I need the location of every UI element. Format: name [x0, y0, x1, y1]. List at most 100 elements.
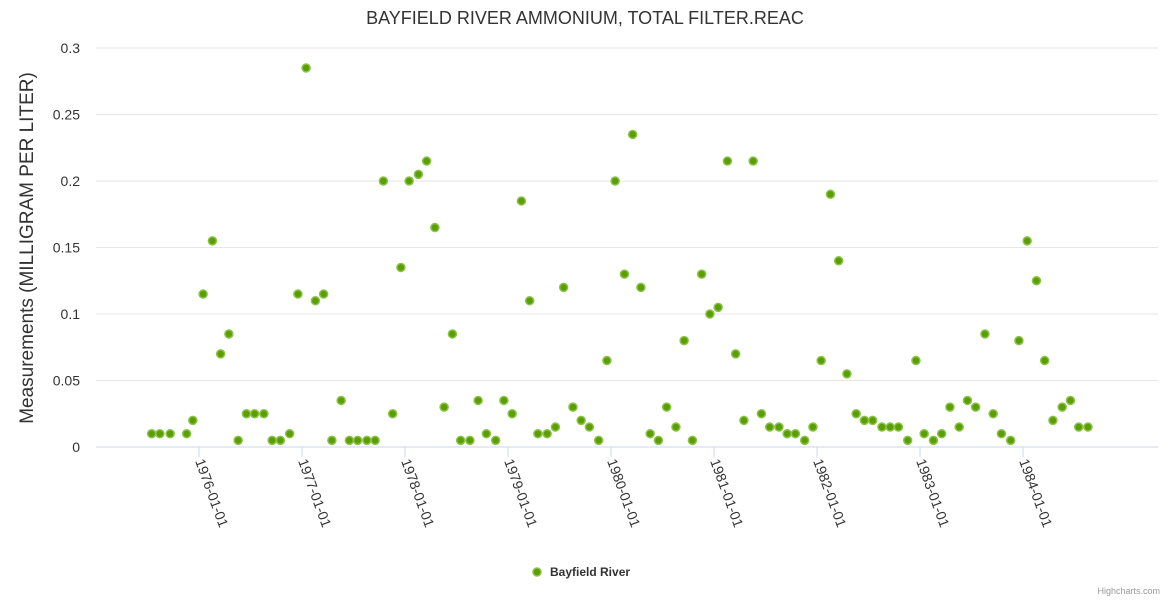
data-point[interactable]	[696, 269, 707, 279]
data-point[interactable]	[370, 435, 380, 446]
data-point[interactable]	[155, 428, 165, 439]
data-point[interactable]	[1014, 335, 1024, 346]
data-point[interactable]	[713, 302, 723, 313]
data-point[interactable]	[533, 428, 543, 439]
data-point[interactable]	[867, 415, 878, 426]
data-point[interactable]	[790, 428, 801, 439]
data-point[interactable]	[241, 409, 252, 419]
data-point[interactable]	[1005, 435, 1016, 446]
data-point[interactable]	[378, 176, 389, 186]
data-point[interactable]	[911, 355, 921, 366]
data-point[interactable]	[181, 428, 192, 439]
data-point[interactable]	[954, 422, 964, 432]
data-point[interactable]	[404, 176, 414, 186]
data-point[interactable]	[387, 409, 398, 419]
data-point[interactable]	[224, 329, 234, 339]
data-point[interactable]	[627, 129, 638, 140]
data-point[interactable]	[1083, 422, 1093, 432]
legend-item-label[interactable]: Bayfield River	[550, 565, 630, 579]
data-point[interactable]	[550, 422, 561, 432]
data-point[interactable]	[165, 428, 175, 439]
data-point[interactable]	[988, 409, 998, 419]
data-point[interactable]	[490, 435, 501, 446]
data-point[interactable]	[524, 295, 535, 306]
data-point[interactable]	[284, 428, 295, 439]
data-point[interactable]	[1057, 402, 1067, 412]
data-point[interactable]	[679, 335, 689, 346]
data-point[interactable]	[362, 435, 372, 446]
data-point[interactable]	[233, 435, 243, 446]
data-point[interactable]	[799, 435, 810, 446]
data-point[interactable]	[748, 156, 758, 166]
data-point[interactable]	[301, 63, 311, 73]
data-point[interactable]	[275, 435, 286, 446]
data-point[interactable]	[833, 256, 844, 266]
data-point[interactable]	[919, 428, 929, 439]
data-point[interactable]	[188, 415, 198, 426]
data-point[interactable]	[593, 435, 604, 446]
data-point[interactable]	[774, 422, 784, 432]
data-point[interactable]	[842, 369, 852, 379]
data-point[interactable]	[764, 422, 775, 432]
data-point[interactable]	[198, 289, 208, 299]
data-point[interactable]	[730, 349, 741, 359]
legend[interactable]: Bayfield River	[532, 565, 630, 579]
data-point[interactable]	[877, 422, 887, 432]
credits-link[interactable]: Highcharts.com	[1097, 586, 1160, 596]
data-point[interactable]	[859, 415, 870, 426]
data-point[interactable]	[576, 415, 586, 426]
data-point[interactable]	[1022, 236, 1032, 246]
data-point[interactable]	[619, 269, 630, 279]
data-point[interactable]	[215, 349, 226, 359]
data-point[interactable]	[970, 402, 981, 412]
data-point[interactable]	[996, 428, 1007, 439]
data-point[interactable]	[447, 329, 458, 339]
data-point[interactable]	[825, 189, 836, 200]
data-point[interactable]	[756, 409, 767, 419]
data-point[interactable]	[722, 156, 733, 166]
data-point[interactable]	[671, 422, 681, 432]
data-point[interactable]	[610, 176, 620, 186]
data-point[interactable]	[1065, 395, 1076, 406]
data-point[interactable]	[808, 422, 818, 432]
data-point[interactable]	[568, 402, 578, 412]
data-point[interactable]	[893, 422, 904, 432]
data-point[interactable]	[584, 422, 595, 432]
data-point[interactable]	[259, 409, 269, 419]
data-point[interactable]	[687, 435, 698, 446]
data-point[interactable]	[344, 435, 355, 446]
data-point[interactable]	[936, 428, 947, 439]
data-point[interactable]	[465, 435, 475, 446]
data-point[interactable]	[146, 428, 157, 439]
data-point[interactable]	[558, 282, 569, 293]
data-point[interactable]	[542, 428, 552, 439]
data-point[interactable]	[1048, 415, 1058, 426]
data-point[interactable]	[962, 395, 973, 406]
data-point[interactable]	[516, 196, 527, 206]
data-point[interactable]	[928, 435, 939, 446]
data-point[interactable]	[945, 402, 955, 412]
data-point[interactable]	[473, 395, 483, 406]
data-point[interactable]	[413, 169, 424, 180]
data-point[interactable]	[645, 428, 655, 439]
data-point[interactable]	[507, 409, 517, 419]
data-point[interactable]	[207, 236, 218, 246]
data-point[interactable]	[318, 289, 329, 299]
data-point[interactable]	[481, 428, 492, 439]
data-point[interactable]	[705, 309, 715, 319]
data-point[interactable]	[327, 435, 337, 446]
data-point[interactable]	[499, 395, 509, 406]
data-point[interactable]	[267, 435, 277, 446]
data-point[interactable]	[661, 402, 672, 412]
data-point[interactable]	[739, 415, 749, 426]
data-point[interactable]	[636, 282, 646, 293]
data-point[interactable]	[653, 435, 664, 446]
data-point[interactable]	[980, 329, 990, 339]
data-point[interactable]	[851, 409, 861, 419]
data-point[interactable]	[1031, 276, 1042, 286]
data-point[interactable]	[336, 395, 346, 406]
data-point[interactable]	[902, 435, 913, 446]
data-point[interactable]	[782, 428, 792, 439]
data-point[interactable]	[1039, 355, 1050, 366]
data-point[interactable]	[602, 355, 612, 366]
